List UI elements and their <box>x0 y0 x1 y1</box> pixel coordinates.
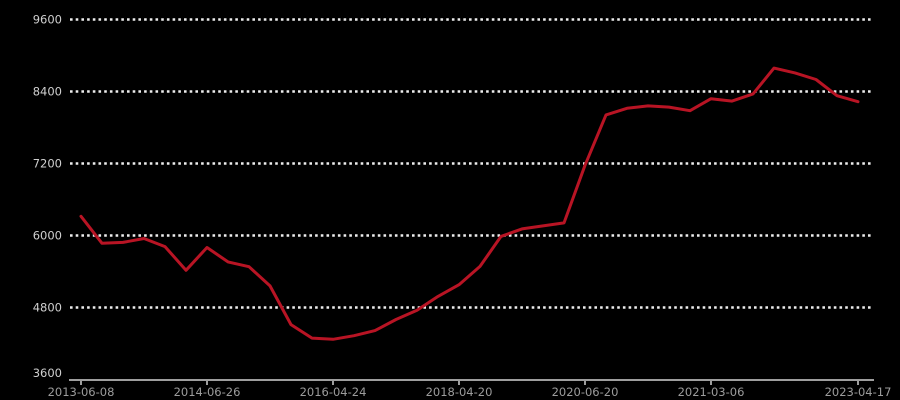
y-axis-label-6000: 6000 <box>33 229 62 243</box>
x-axis-label: 2023-04-17 <box>825 385 892 399</box>
y-axis-label-4800: 4800 <box>33 301 62 315</box>
x-axis-label: 2013-06-08 <box>48 385 115 399</box>
x-axis-label: 2020-06-20 <box>552 385 619 399</box>
x-axis-label: 2016-04-24 <box>300 385 367 399</box>
y-axis-label-9600: 9600 <box>33 13 62 27</box>
price-line <box>79 66 860 341</box>
y-axis-label-8400: 8400 <box>33 85 62 99</box>
y-axis-label-7200: 7200 <box>33 157 62 171</box>
x-axis-label: 2021-03-06 <box>678 385 745 399</box>
y-axis-label-3600: 3600 <box>33 366 62 380</box>
x-axis-label: 2018-04-20 <box>426 385 493 399</box>
x-axis-label: 2014-06-26 <box>174 385 241 399</box>
